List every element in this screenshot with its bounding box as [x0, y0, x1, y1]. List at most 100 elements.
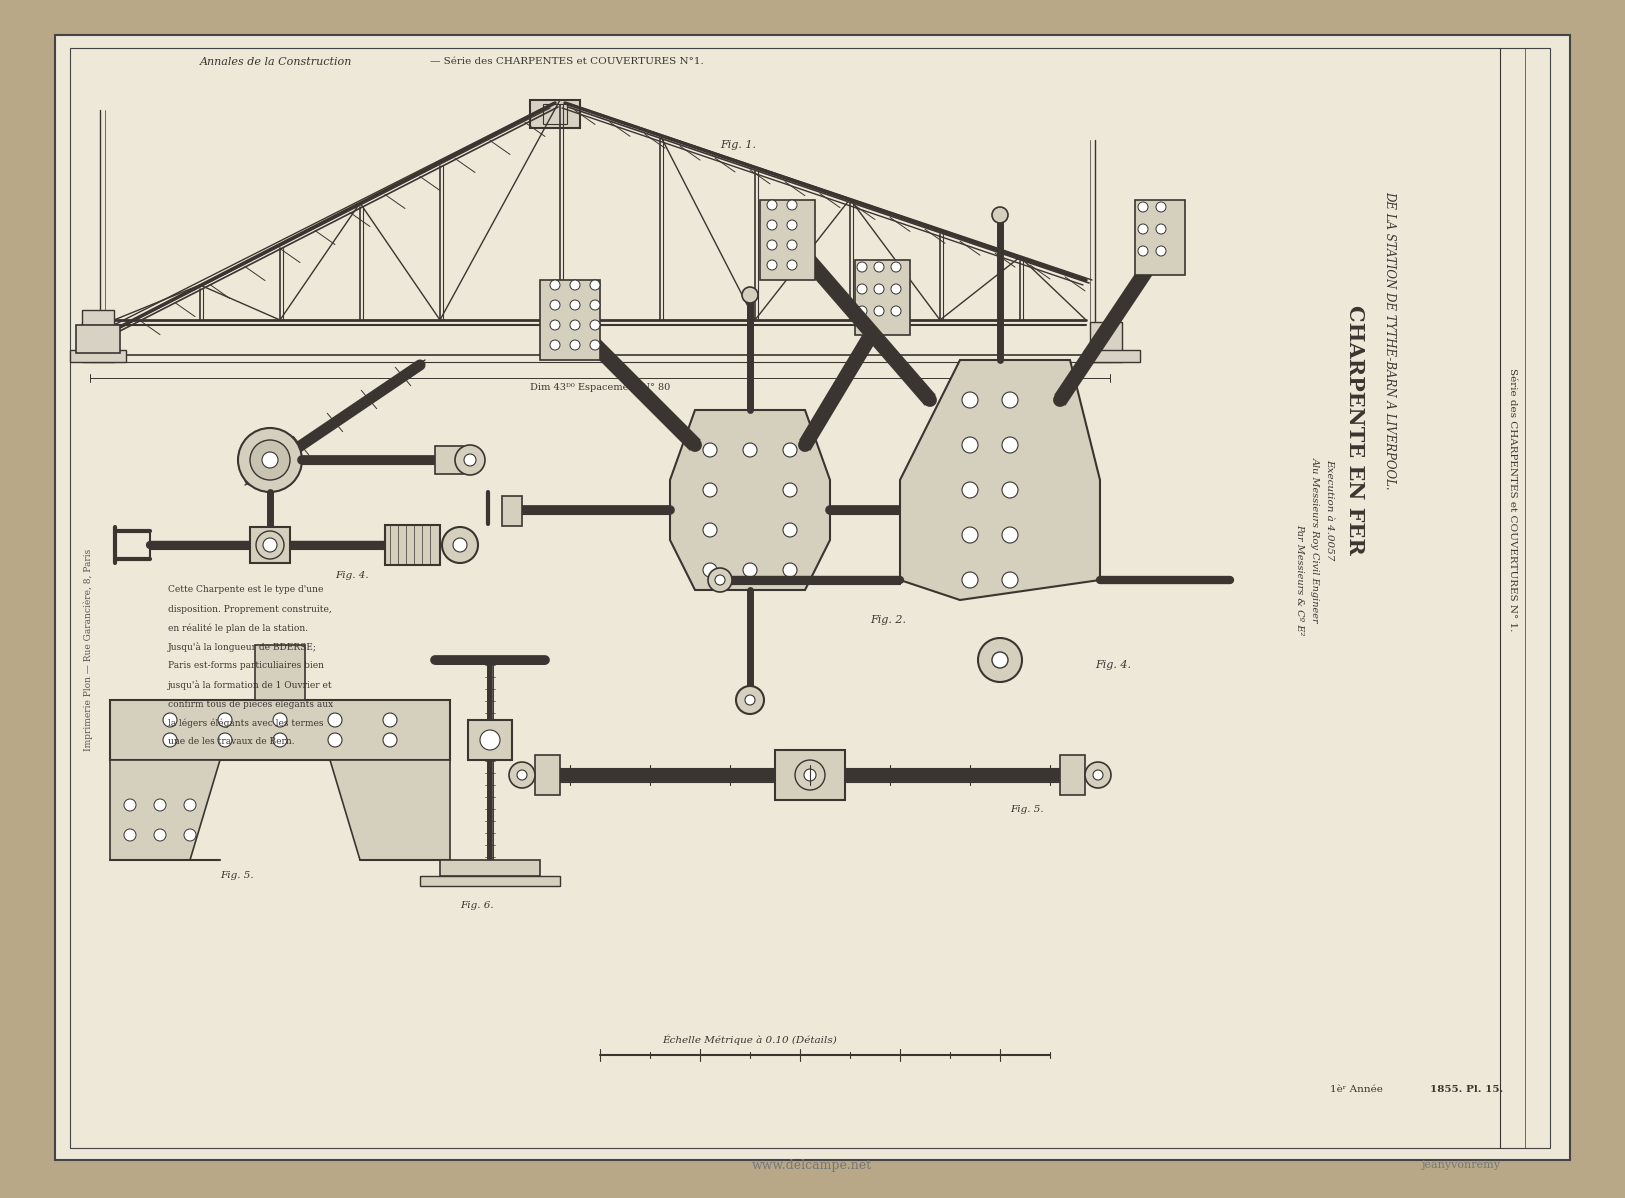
- Circle shape: [590, 300, 600, 310]
- Bar: [775, 750, 845, 800]
- Circle shape: [479, 730, 500, 750]
- Circle shape: [384, 733, 396, 748]
- Circle shape: [1138, 202, 1147, 212]
- Text: Fig. 4.: Fig. 4.: [335, 570, 369, 580]
- Circle shape: [517, 770, 526, 780]
- Text: Fig. 4.: Fig. 4.: [1095, 660, 1131, 670]
- Circle shape: [1003, 437, 1017, 453]
- Circle shape: [795, 760, 826, 789]
- Circle shape: [154, 799, 166, 811]
- Circle shape: [1155, 202, 1167, 212]
- Circle shape: [786, 220, 796, 230]
- Text: — Série des CHARPENTES et COUVERTURES N°1.: — Série des CHARPENTES et COUVERTURES N°…: [431, 58, 704, 67]
- Circle shape: [509, 762, 535, 788]
- Circle shape: [736, 686, 764, 714]
- Text: Imprimerie Plon — Rue Garancière, 8, Paris: Imprimerie Plon — Rue Garancière, 8, Par…: [83, 549, 93, 751]
- Circle shape: [856, 262, 868, 272]
- Circle shape: [856, 284, 868, 294]
- Bar: [385, 525, 440, 565]
- Circle shape: [124, 829, 136, 841]
- Bar: [436, 446, 463, 474]
- Circle shape: [384, 713, 396, 727]
- Circle shape: [549, 340, 561, 350]
- Circle shape: [1086, 762, 1112, 788]
- Text: Annales de la Construction: Annales de la Construction: [200, 58, 353, 67]
- Bar: [855, 260, 910, 335]
- Text: Fig. 2.: Fig. 2.: [869, 615, 907, 625]
- Text: Fig. 6.: Fig. 6.: [460, 901, 494, 909]
- Bar: [81, 322, 114, 362]
- Circle shape: [262, 452, 278, 468]
- Circle shape: [874, 284, 884, 294]
- Text: 1855. Pl. 15.: 1855. Pl. 15.: [1430, 1085, 1503, 1095]
- Text: Échelle Métrique à 0.10 (Détails): Échelle Métrique à 0.10 (Détails): [663, 1035, 837, 1045]
- Circle shape: [1155, 224, 1167, 234]
- Circle shape: [184, 829, 197, 841]
- Circle shape: [962, 437, 978, 453]
- Circle shape: [704, 483, 717, 497]
- Circle shape: [767, 260, 777, 270]
- Text: Par Messieurs & Cº E²: Par Messieurs & Cº E²: [1295, 525, 1305, 636]
- Bar: [1134, 200, 1185, 276]
- Text: www.delcampe.net: www.delcampe.net: [752, 1158, 873, 1172]
- Polygon shape: [330, 760, 450, 860]
- Bar: [76, 325, 120, 353]
- Circle shape: [708, 568, 731, 592]
- Circle shape: [998, 496, 1025, 524]
- Circle shape: [962, 527, 978, 543]
- Circle shape: [891, 284, 900, 294]
- Circle shape: [715, 575, 725, 585]
- Circle shape: [549, 320, 561, 329]
- Circle shape: [704, 563, 717, 577]
- Circle shape: [465, 454, 476, 466]
- Circle shape: [162, 713, 177, 727]
- Circle shape: [250, 440, 289, 480]
- Circle shape: [263, 538, 276, 552]
- Circle shape: [1003, 392, 1017, 409]
- Text: Alu Messieurs Roy Civil Engineer: Alu Messieurs Roy Civil Engineer: [1310, 458, 1320, 623]
- Circle shape: [891, 305, 900, 316]
- Circle shape: [744, 695, 756, 704]
- Circle shape: [570, 280, 580, 290]
- Circle shape: [874, 305, 884, 316]
- Text: une de les travaux de Bern.: une de les travaux de Bern.: [167, 738, 294, 746]
- Circle shape: [590, 340, 600, 350]
- Circle shape: [767, 200, 777, 210]
- Polygon shape: [900, 361, 1100, 600]
- Bar: [255, 645, 306, 700]
- Bar: [440, 860, 540, 876]
- Bar: [250, 527, 289, 563]
- Circle shape: [218, 733, 232, 748]
- Bar: [1084, 350, 1141, 362]
- Text: 1èʳ Année: 1èʳ Année: [1329, 1085, 1383, 1095]
- Bar: [530, 99, 580, 128]
- Circle shape: [962, 392, 978, 409]
- Circle shape: [978, 639, 1022, 682]
- Circle shape: [328, 733, 341, 748]
- Circle shape: [237, 428, 302, 492]
- Bar: [419, 876, 561, 887]
- Bar: [502, 496, 522, 526]
- Text: la légers élégants avec les termes: la légers élégants avec les termes: [167, 719, 323, 727]
- Circle shape: [442, 527, 478, 563]
- Circle shape: [786, 260, 796, 270]
- Circle shape: [1094, 770, 1103, 780]
- Circle shape: [590, 320, 600, 329]
- Text: Jusqu'à la longueur de BDERSE;: Jusqu'à la longueur de BDERSE;: [167, 642, 317, 652]
- Circle shape: [455, 444, 484, 474]
- Bar: [111, 700, 450, 760]
- Circle shape: [874, 262, 884, 272]
- Circle shape: [704, 443, 717, 456]
- Text: confirm tous de pieces elégants aux: confirm tous de pieces elégants aux: [167, 700, 333, 709]
- Polygon shape: [111, 760, 219, 860]
- Text: Fig. 5.: Fig. 5.: [1011, 805, 1043, 815]
- Text: Série des CHARPENTES et COUVERTURES N° 1.: Série des CHARPENTES et COUVERTURES N° 1…: [1508, 368, 1518, 631]
- Circle shape: [453, 538, 466, 552]
- Circle shape: [260, 528, 280, 547]
- Circle shape: [162, 733, 177, 748]
- Bar: [70, 350, 127, 362]
- Circle shape: [743, 288, 757, 303]
- Text: Paris est-forms particuliaires bien: Paris est-forms particuliaires bien: [167, 661, 323, 671]
- Circle shape: [962, 482, 978, 498]
- Circle shape: [767, 240, 777, 250]
